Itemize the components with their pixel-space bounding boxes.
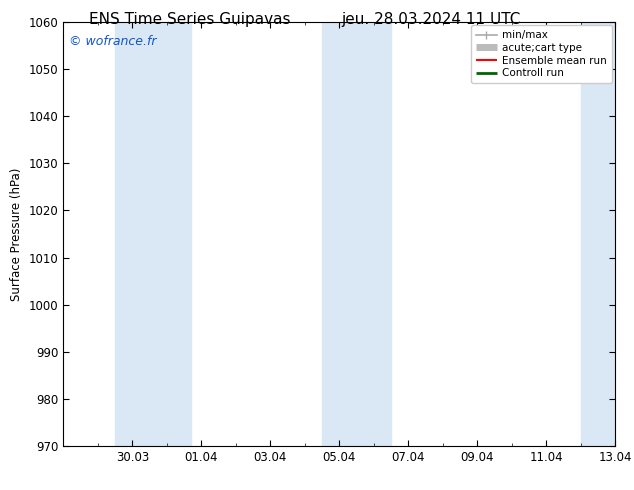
Text: ENS Time Series Guipavas: ENS Time Series Guipavas [89,12,291,27]
Bar [115,22,191,446]
Text: jeu. 28.03.2024 11 UTC: jeu. 28.03.2024 11 UTC [342,12,521,27]
Legend: min/max, acute;cart type, Ensemble mean run, Controll run: min/max, acute;cart type, Ensemble mean … [470,25,612,83]
Bar [322,22,391,446]
Text: © wofrance.fr: © wofrance.fr [69,35,157,48]
Y-axis label: Surface Pressure (hPa): Surface Pressure (hPa) [10,167,23,301]
Bar [581,22,615,446]
